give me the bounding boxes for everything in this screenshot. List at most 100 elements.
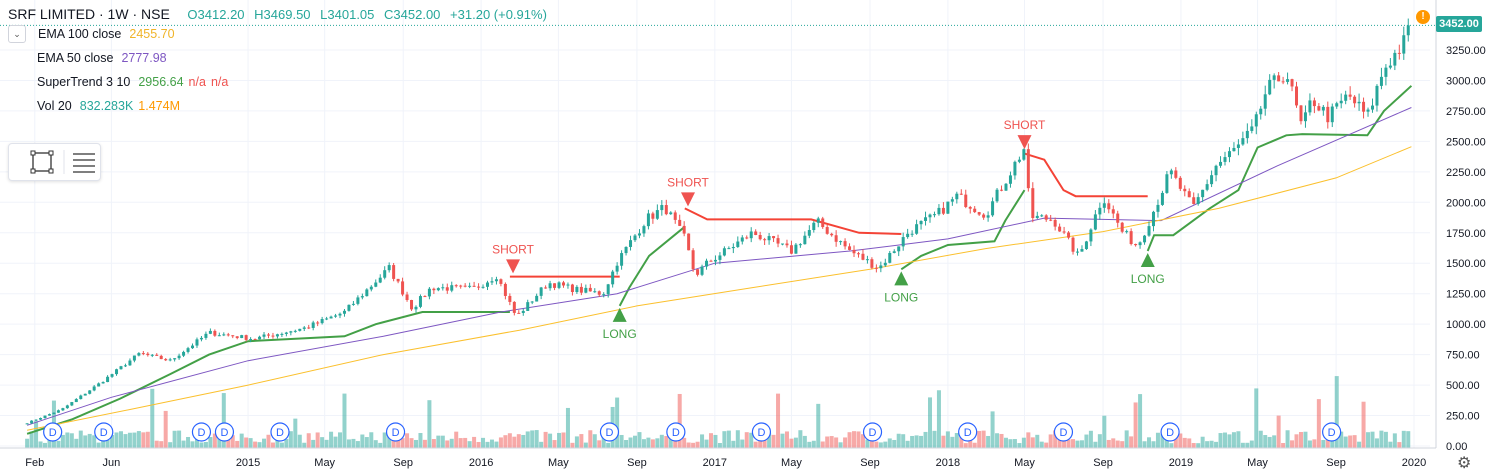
indicator-volume[interactable]: Vol 20 832.283K 1.474M xyxy=(8,94,547,118)
candle-body xyxy=(1035,215,1039,218)
volume-bar xyxy=(592,434,597,448)
candle xyxy=(182,350,186,358)
candle xyxy=(754,229,758,236)
candle xyxy=(101,381,105,384)
candle xyxy=(159,354,163,360)
candle-body xyxy=(1093,214,1097,230)
candle-body xyxy=(25,423,29,425)
candle-body xyxy=(1227,151,1231,158)
volume-bar xyxy=(498,437,503,448)
candle-body xyxy=(79,395,83,400)
rectangle-tool-icon[interactable] xyxy=(30,150,54,174)
candle-body xyxy=(1120,222,1124,232)
candle xyxy=(217,332,221,337)
time-tick-label: May xyxy=(1014,457,1035,469)
candle-body xyxy=(1397,52,1401,54)
candle xyxy=(678,214,682,227)
candle-body xyxy=(1402,35,1406,54)
candle xyxy=(369,285,373,292)
candle xyxy=(1236,139,1240,156)
candle-body xyxy=(401,281,405,295)
candle xyxy=(517,310,521,314)
indicator-supertrend[interactable]: SuperTrend 3 10 2956.64 n/a n/a xyxy=(8,70,547,94)
volume-bar xyxy=(1366,432,1371,448)
candle-body xyxy=(101,382,105,384)
candle xyxy=(329,315,333,319)
candle xyxy=(1031,182,1035,223)
candle-body xyxy=(383,270,387,278)
volume-bar xyxy=(793,437,798,448)
candle-body xyxy=(378,277,382,283)
candle xyxy=(852,245,856,257)
volume-bar xyxy=(333,436,338,448)
volume-bar xyxy=(262,438,267,448)
volume-bar xyxy=(382,432,387,448)
volume-bar xyxy=(650,439,655,448)
volume-bar xyxy=(1379,430,1384,448)
volume-bar xyxy=(655,438,660,448)
candle-body xyxy=(43,415,47,419)
candle-body xyxy=(1031,188,1035,218)
collapse-chevron-icon[interactable]: ⌄ xyxy=(8,25,26,43)
volume-bar xyxy=(43,442,48,448)
volume-bar xyxy=(512,436,517,448)
candle xyxy=(374,279,378,288)
volume-bar xyxy=(1071,439,1076,448)
candle-body xyxy=(611,271,615,285)
symbol-title[interactable]: SRF LIMITED · 1W · NSE xyxy=(8,6,170,22)
volume-bar xyxy=(1102,415,1107,448)
indicator-ema100[interactable]: ⌄ EMA 100 close 2455.70 xyxy=(8,22,547,46)
volume-bar xyxy=(1160,434,1165,448)
candle xyxy=(691,248,695,272)
indicator-ema50[interactable]: EMA 50 close 2777.98 xyxy=(8,46,547,70)
candle-body xyxy=(1295,86,1299,106)
candle-body xyxy=(1044,215,1048,220)
candle xyxy=(924,211,928,226)
candle xyxy=(325,316,329,321)
candle xyxy=(660,200,664,216)
candle xyxy=(1169,168,1173,179)
candle-body xyxy=(494,279,498,282)
candle xyxy=(928,213,932,223)
candle xyxy=(1388,58,1392,70)
short-signal-label: SHORT xyxy=(1004,118,1046,132)
candle xyxy=(266,333,270,339)
volume-bar xyxy=(154,440,159,448)
candle-body xyxy=(879,265,883,269)
candle xyxy=(1125,229,1129,234)
candle-body xyxy=(606,284,610,295)
candle-body xyxy=(123,365,127,367)
candle-body xyxy=(1326,106,1330,123)
candle-body xyxy=(1344,94,1348,101)
price-tick-label: 500.00 xyxy=(1446,380,1480,392)
candle-body xyxy=(83,393,87,396)
candle-body xyxy=(311,322,315,328)
candle-body xyxy=(1013,161,1017,176)
candle-body xyxy=(1111,209,1115,214)
volume-bar xyxy=(1084,434,1089,448)
volume-bar xyxy=(726,430,731,448)
candle xyxy=(687,233,691,251)
candle-body xyxy=(74,399,78,403)
volume-bar xyxy=(834,437,839,448)
candle xyxy=(986,211,990,222)
fib-levels-icon[interactable] xyxy=(73,153,95,173)
candle-body xyxy=(1393,52,1397,66)
candle-body xyxy=(199,337,203,340)
candle xyxy=(910,230,914,237)
volume-bar xyxy=(1182,437,1187,448)
volume-bar xyxy=(816,403,821,448)
volume-bar xyxy=(1294,434,1299,448)
candle xyxy=(1080,245,1084,252)
candle-body xyxy=(928,214,932,218)
candle-body xyxy=(271,335,275,337)
candle-body xyxy=(410,299,414,310)
dividend-label: D xyxy=(276,427,284,439)
candle-body xyxy=(705,260,709,267)
candle xyxy=(669,211,673,215)
gear-icon[interactable]: ⚙ xyxy=(1457,455,1472,472)
alert-icon[interactable]: ! xyxy=(1416,10,1430,24)
candle-body xyxy=(1026,149,1030,189)
indicator-extra: n/a xyxy=(210,75,229,89)
